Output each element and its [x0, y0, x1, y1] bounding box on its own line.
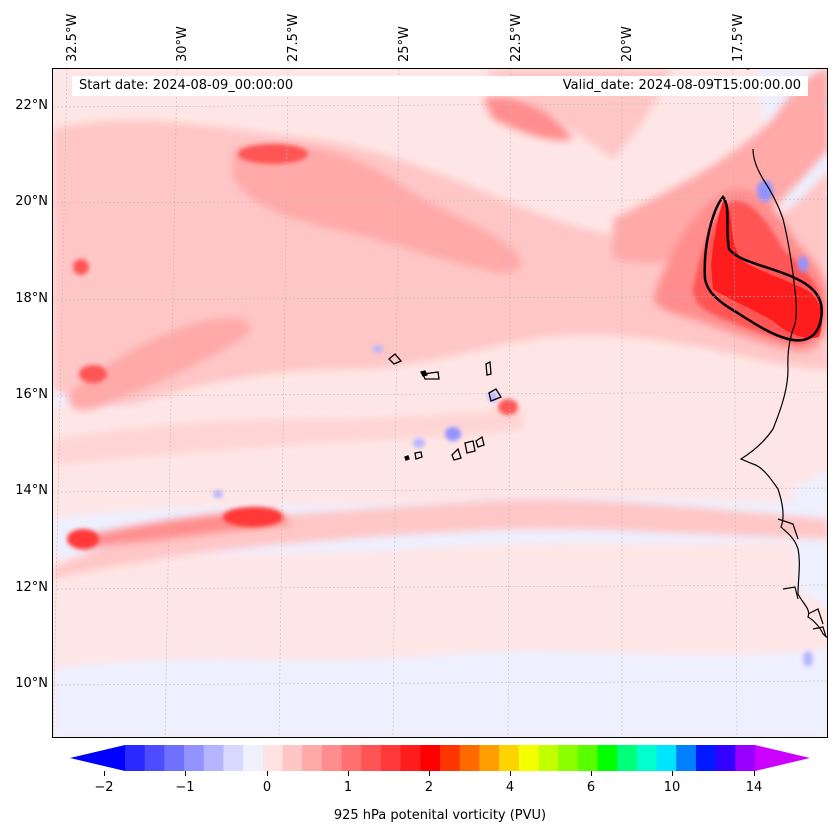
local-pv-maxima: [67, 144, 518, 549]
lon-tick-17-5w: 17.5°W: [731, 13, 746, 62]
colorbar-cell: [380, 745, 402, 771]
valid-date-label: Valid_date: 2024-08-09T15:00:00.00: [562, 78, 801, 93]
colorbar-cell: [144, 745, 165, 771]
lon-tick-22-5w: 22.5°W: [509, 13, 524, 62]
colorbar-cell: [321, 745, 343, 771]
lat-tick-20n: 20°N: [15, 194, 48, 209]
cb-tickmark-6: [510, 771, 511, 776]
colorbar-max-arrow: [755, 745, 810, 771]
cb-tickmark-7: [591, 771, 592, 776]
colorbar-cell: [715, 745, 736, 771]
pv-map[interactable]: [52, 68, 828, 738]
colorbar-cell: [656, 745, 677, 771]
start-date-label: Start date: 2024-08-09_00:00:00: [79, 78, 294, 93]
cb-tick-label: 1: [343, 780, 353, 795]
pv-map-canvas: [53, 69, 827, 737]
colorbar-cell: [617, 745, 638, 771]
colorbar-cell: [400, 745, 421, 771]
cape-verde-islands: [388, 353, 502, 461]
lon-tick-27-5w: 27.5°W: [286, 13, 301, 62]
colorbar-cell: [420, 745, 441, 771]
negative-pv-spots: [213, 180, 813, 667]
colorbar-cell: [361, 745, 382, 771]
colorbar-cell: [676, 745, 697, 771]
lon-tick-32-5w: 32.5°W: [65, 13, 80, 62]
cb-tick-label: 4: [505, 780, 515, 795]
colorbar-cell: [499, 745, 520, 771]
colorbar-cell: [282, 745, 303, 771]
colorbar-cell: [341, 745, 362, 771]
colorbar-cell: [203, 745, 225, 771]
colorbar-cell: [577, 745, 599, 771]
lat-tick-10n: 10°N: [15, 676, 48, 691]
colorbar-cell: [243, 745, 264, 771]
cb-tick-label: −1: [175, 780, 195, 795]
colorbar-cell: [125, 745, 146, 771]
cb-tickmark-3: [267, 771, 268, 776]
lon-tick-25w: 25°W: [397, 26, 412, 62]
cb-tick-label: 6: [586, 780, 596, 795]
high-pv-anomaly: [653, 188, 827, 352]
lat-tick-22n: 22°N: [15, 98, 48, 113]
colorbar-cell: [223, 745, 244, 771]
colorbar-min-arrow: [70, 745, 125, 771]
colorbar-cell: [735, 745, 756, 771]
pv-colorbar: [70, 745, 810, 771]
lon-tick-30w: 30°W: [175, 26, 190, 62]
colorbar-cell: [459, 745, 480, 771]
colorbar-cell: [597, 745, 618, 771]
cb-tick-label: 0: [262, 780, 272, 795]
graticule: [53, 69, 827, 737]
cb-tickmark-4: [348, 771, 349, 776]
coast-inlets: [777, 518, 827, 638]
colorbar-cell: [302, 745, 323, 771]
cb-tickmark-8: [672, 771, 673, 776]
colorbar-cell: [262, 745, 284, 771]
lat-tick-18n: 18°N: [15, 291, 48, 306]
cb-tick-label: 14: [745, 780, 763, 795]
colorbar-title: 925 hPa potenital vorticity (PVU): [333, 808, 547, 823]
colorbar-cell: [538, 745, 559, 771]
colorbar-cell: [518, 745, 540, 771]
colorbar-cell: [184, 745, 205, 771]
lat-tick-14n: 14°N: [15, 483, 48, 498]
cb-tickmark-5: [429, 771, 430, 776]
west-africa-coastline: [739, 69, 827, 639]
colorbar-cell: [479, 745, 500, 771]
cb-tick-label: 2: [424, 780, 434, 795]
lon-tick-20w: 20°W: [620, 26, 635, 62]
lat-tick-12n: 12°N: [15, 580, 48, 595]
cb-tickmark-9: [754, 771, 755, 776]
colorbar-cell: [558, 745, 579, 771]
cb-tickmark-2: [185, 771, 186, 776]
colorbar-cell: [440, 745, 461, 771]
colorbar-cell: [695, 745, 717, 771]
lat-tick-16n: 16°N: [15, 387, 48, 402]
colorbar-cell: [636, 745, 658, 771]
cb-tick-label: −2: [94, 780, 114, 795]
cb-tickmark-1: [104, 771, 105, 776]
colorbar-cell: [164, 745, 185, 771]
cb-tick-label: 10: [663, 780, 681, 795]
date-info-bar: Start date: 2024-08-09_00:00:00 Valid_da…: [72, 76, 808, 96]
